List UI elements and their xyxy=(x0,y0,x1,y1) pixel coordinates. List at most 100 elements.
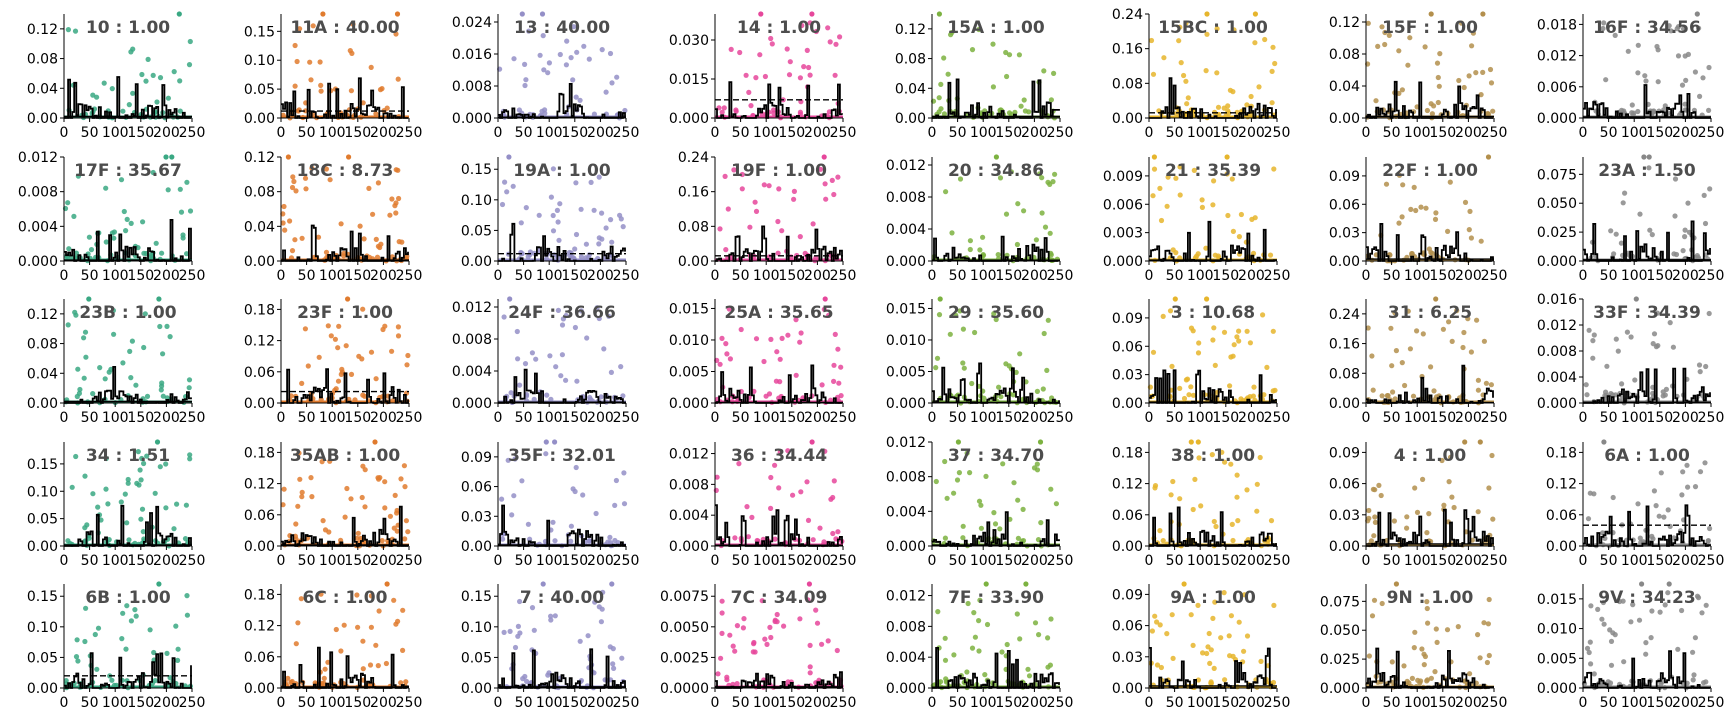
scatter-point xyxy=(1014,241,1020,247)
scatter-point xyxy=(299,380,305,386)
scatter-point xyxy=(956,469,962,475)
scatter-point xyxy=(772,536,778,542)
scatter-point xyxy=(935,609,941,615)
trace-line xyxy=(1149,369,1277,404)
scatter-point xyxy=(614,74,620,80)
scatter-point xyxy=(1424,529,1430,535)
scatter-point xyxy=(1435,74,1441,81)
scatter-point xyxy=(1227,87,1233,93)
x-tick-label: 50 xyxy=(1600,268,1618,284)
x-tick-label: 100 xyxy=(102,695,129,711)
scatter-point xyxy=(1204,11,1210,17)
scatter-point xyxy=(832,331,838,337)
scatter-point xyxy=(557,51,563,58)
scatter-point xyxy=(719,610,725,616)
x-tick-label: 200 xyxy=(153,553,180,569)
scatter-point xyxy=(1396,220,1402,226)
scatter-point xyxy=(119,636,125,642)
x-tick-label: 0 xyxy=(928,125,937,141)
x-tick-label: 100 xyxy=(1187,125,1214,141)
scatter-point xyxy=(605,539,611,545)
panel-title: 14 : 1.00 xyxy=(737,18,821,38)
scatter-point xyxy=(1269,100,1275,106)
scatter-point xyxy=(761,181,767,187)
x-tick-label: 100 xyxy=(970,410,997,426)
scatter-point xyxy=(599,606,605,612)
scatter-point xyxy=(1195,677,1201,683)
scatter-point xyxy=(791,196,797,202)
scatter-point xyxy=(599,236,605,242)
x-tick-label: 50 xyxy=(515,125,533,141)
scatter-point xyxy=(774,349,780,355)
scatter-point xyxy=(159,250,165,256)
scatter-point xyxy=(1590,355,1596,361)
y-tick-label: 0.12 xyxy=(244,150,275,166)
scatter-point xyxy=(613,477,619,483)
scatter-point xyxy=(825,25,831,31)
scatter-point xyxy=(779,335,785,341)
scatter-point xyxy=(1151,166,1158,172)
panel-title: 15BC : 1.00 xyxy=(1158,18,1268,38)
scatter-point xyxy=(1260,312,1266,318)
y-tick-label: 0.000 xyxy=(1537,396,1577,412)
scatter-point xyxy=(157,323,163,330)
x-tick-label: 50 xyxy=(949,268,967,284)
scatter-point xyxy=(1696,25,1702,31)
scatter-point xyxy=(280,210,286,216)
scatter-point xyxy=(1048,616,1054,622)
scatter-point xyxy=(825,638,831,644)
scatter-points xyxy=(1147,296,1278,406)
scatter-point xyxy=(1244,633,1251,639)
y-tick-label: 0.06 xyxy=(1329,476,1360,492)
scatter-point xyxy=(1033,236,1039,242)
scatter-point xyxy=(761,358,767,365)
scatter-point xyxy=(1157,527,1163,533)
scatter-point xyxy=(1703,363,1709,370)
scatter-point xyxy=(610,661,616,667)
scatter-point xyxy=(1422,44,1428,50)
scatter-point xyxy=(1400,181,1406,187)
scatter-point xyxy=(1151,153,1157,160)
scatter-point xyxy=(72,28,79,34)
x-tick-label: 0 xyxy=(1362,410,1371,426)
scatter-point xyxy=(505,457,511,463)
y-tick-label: 0.012 xyxy=(669,446,709,462)
scatter-point xyxy=(1224,170,1230,176)
scatter-point xyxy=(1191,167,1197,173)
scatter-point xyxy=(1247,340,1253,346)
scatter-point xyxy=(285,153,291,160)
scatter-point xyxy=(316,354,322,360)
scatter-point xyxy=(348,371,355,377)
panel-title: 22F : 1.00 xyxy=(1382,161,1478,181)
scatter-point xyxy=(610,646,616,652)
scatter-point xyxy=(609,239,615,245)
scatter-point xyxy=(967,237,973,243)
scatter-point xyxy=(1478,92,1484,98)
scatter-point xyxy=(612,537,618,543)
scatter-point xyxy=(1018,103,1024,109)
x-tick-label: 250 xyxy=(1698,410,1725,426)
scatter-point xyxy=(1037,438,1044,445)
scatter-point xyxy=(1412,629,1418,635)
x-tick-label: 50 xyxy=(949,410,967,426)
scatter-point xyxy=(942,657,949,663)
scatter-point xyxy=(511,56,517,62)
scatter-point xyxy=(1241,648,1247,654)
panel-title: 3 : 10.68 xyxy=(1171,303,1255,323)
scatter-point xyxy=(362,503,368,509)
scatter-point xyxy=(555,307,561,313)
scatter-point xyxy=(335,378,342,384)
x-tick-label: 100 xyxy=(1187,695,1214,711)
scatter-point xyxy=(1036,632,1042,638)
x-tick-label: 250 xyxy=(830,553,857,569)
scatter-point xyxy=(187,451,193,457)
y-tick-label: 0.008 xyxy=(886,469,926,485)
scatter-point xyxy=(1653,502,1659,508)
scatter-point xyxy=(1666,23,1672,29)
scatter-point xyxy=(1424,107,1430,114)
scatter-point xyxy=(546,670,552,676)
x-tick-label: 150 xyxy=(127,553,154,569)
scatter-point xyxy=(540,33,546,39)
y-tick-label: 0.08 xyxy=(1329,366,1360,382)
